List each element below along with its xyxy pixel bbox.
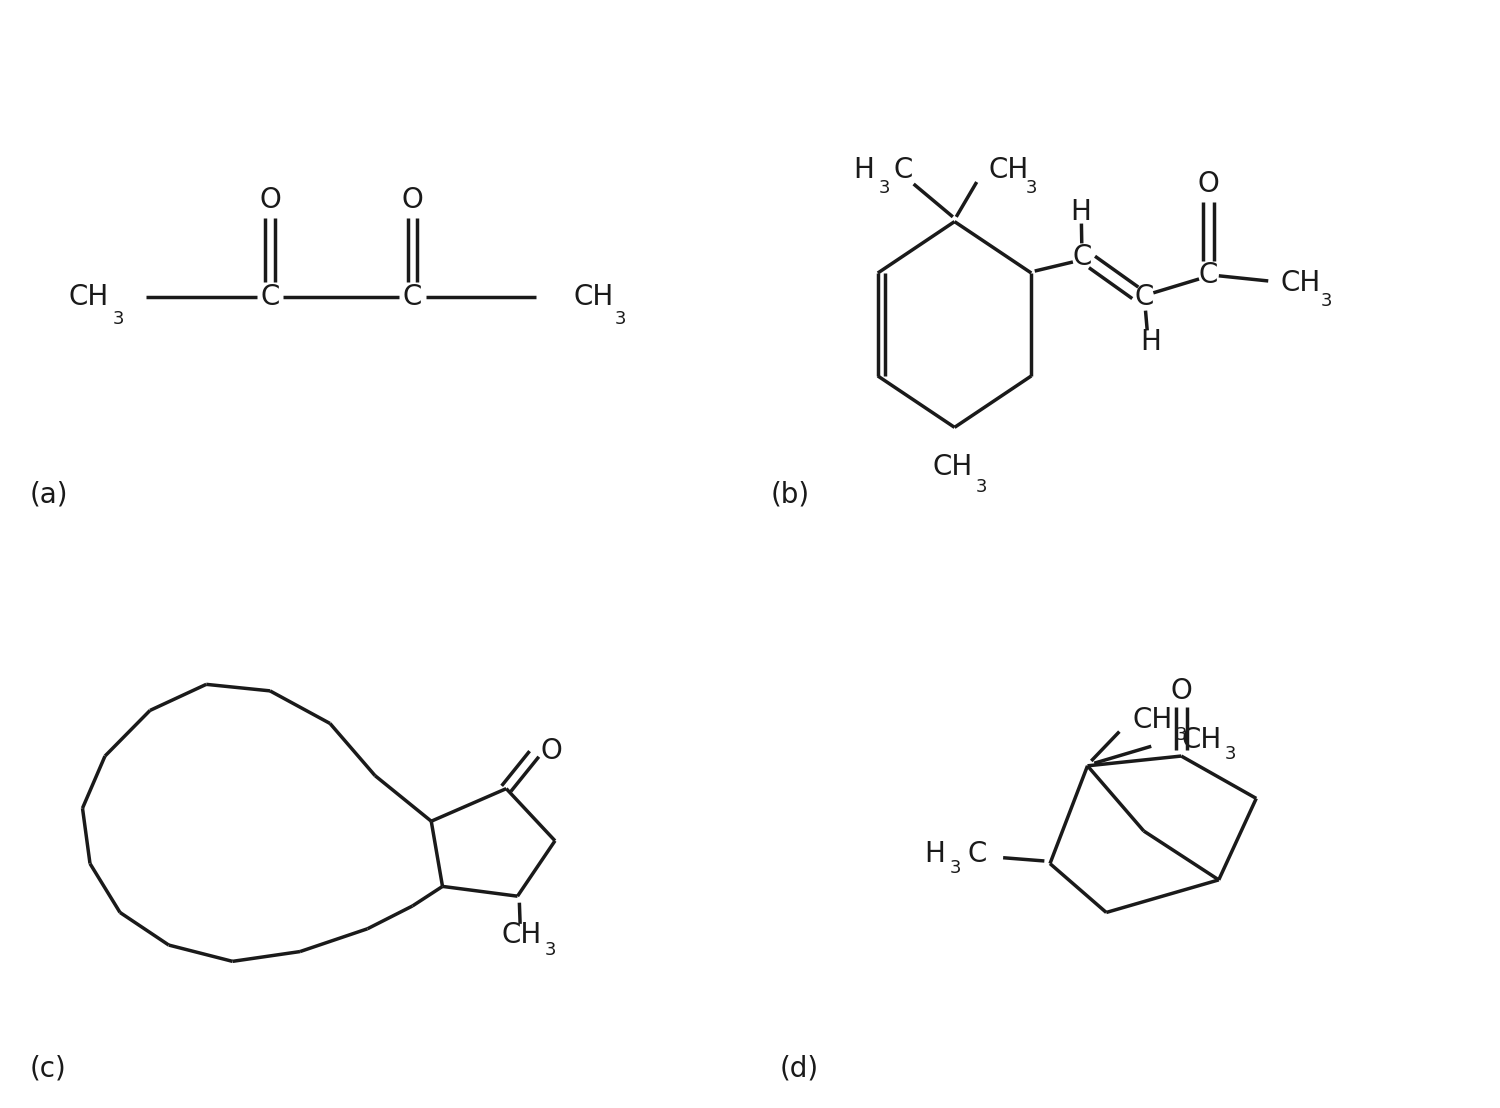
Text: 3: 3 [1026,179,1038,197]
Text: 3: 3 [950,860,962,878]
Text: CH: CH [501,921,542,950]
Text: CH: CH [1280,269,1320,297]
Text: C: C [1134,283,1154,310]
Text: CH: CH [988,156,1029,184]
Text: H: H [1140,328,1161,357]
Text: 3: 3 [975,478,987,495]
Text: 3: 3 [1322,291,1332,310]
Text: H: H [924,840,945,868]
Text: 3: 3 [1176,726,1186,743]
Text: O: O [1170,677,1192,705]
Text: CH: CH [1132,706,1173,735]
Text: O: O [260,186,280,214]
Text: CH: CH [933,453,974,481]
Text: C: C [404,283,422,310]
Text: C: C [261,283,279,310]
Text: 3: 3 [544,941,556,958]
Text: C: C [1072,244,1092,271]
Text: CH: CH [1182,726,1221,753]
Text: (c): (c) [30,1055,66,1083]
Text: O: O [1197,170,1219,198]
Text: CH: CH [69,283,108,310]
Text: 3: 3 [112,309,125,328]
Text: (d): (d) [780,1055,819,1083]
Text: 3: 3 [1224,746,1236,763]
Text: C: C [892,156,912,184]
Text: CH: CH [573,283,614,310]
Text: 3: 3 [615,309,627,328]
Text: H: H [1071,197,1090,226]
Text: (a): (a) [30,481,69,509]
Text: O: O [402,186,423,214]
Text: C: C [1198,261,1218,289]
Text: (b): (b) [771,481,810,509]
Text: H: H [853,156,874,184]
Text: 3: 3 [879,179,891,197]
Text: O: O [540,737,562,765]
Text: C: C [968,840,987,868]
